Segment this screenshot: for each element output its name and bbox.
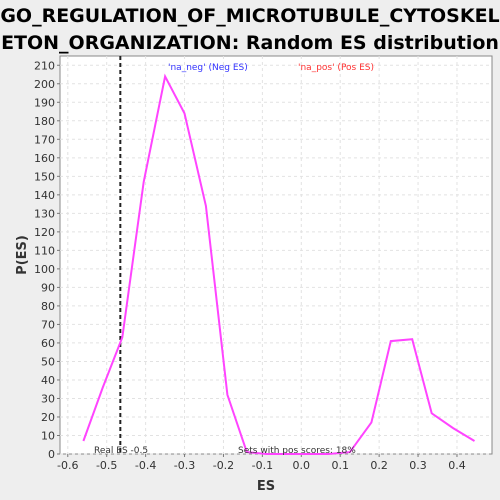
y-tick-label: 170 [34, 133, 55, 146]
distribution-line [82, 73, 476, 455]
x-tick-label: -0.6 [57, 459, 78, 472]
real-es-annotation: Real ES -0.5 [94, 446, 148, 456]
y-tick-label: 110 [34, 244, 55, 257]
x-axis-label: ES [257, 479, 275, 494]
y-tick-label: 40 [41, 374, 55, 387]
plot-area [59, 55, 493, 455]
pos-scores-annotation: Sets with pos scores: 18% [238, 446, 356, 456]
y-tick-label: 150 [34, 170, 55, 183]
y-tick-label: 60 [41, 337, 55, 350]
x-tick-label: -0.2 [213, 459, 234, 472]
y-tick-label: 90 [41, 281, 55, 294]
x-tick-label: -0.3 [174, 459, 195, 472]
y-tick-label: 50 [41, 355, 55, 368]
y-tick-label: 100 [34, 263, 55, 276]
x-tick-label: -0.4 [135, 459, 156, 472]
x-tick-label: -0.1 [252, 459, 273, 472]
x-axis: -0.6 -0.5 -0.4 -0.3 -0.2 -0.1 0.0 0.1 0.2 0.3 0.4 [57, 454, 466, 472]
x-tick-label: 0.1 [331, 459, 349, 472]
y-tick-label: 80 [41, 300, 55, 313]
y-tick-label: 200 [34, 78, 55, 91]
x-tick-label: 0.4 [448, 459, 466, 472]
chart-title-line-1: GO_REGULATION_OF_MICROTUBULE_CYTOSKEL [0, 5, 500, 27]
x-tick-label: -0.5 [96, 459, 117, 472]
legend-neg-es: 'na_neg' (Neg ES) [168, 63, 248, 73]
y-tick-label: 70 [41, 318, 55, 331]
y-tick-label: 210 [34, 59, 55, 72]
x-tick-label: 0.0 [293, 459, 311, 472]
y-tick-label: 20 [41, 411, 55, 424]
y-tick-label: 160 [34, 152, 55, 165]
grid [60, 56, 492, 455]
chart-title-line-2: ETON_ORGANIZATION: Random ES distributio… [1, 32, 499, 54]
y-tick-label: 0 [48, 448, 55, 461]
chart-title: GO_REGULATION_OF_MICROTUBULE_CYTOSKEL ET… [0, 3, 500, 57]
x-tick-label: 0.3 [409, 459, 427, 472]
x-tick-label: 0.2 [370, 459, 388, 472]
y-tick-label: 10 [41, 429, 55, 442]
y-tick-label: 130 [34, 207, 55, 220]
y-tick-label: 120 [34, 226, 55, 239]
y-tick-label: 180 [34, 115, 55, 128]
y-axis: 0 10 20 30 40 50 60 70 80 90 100 110 120 130 140 150 160… [34, 59, 60, 461]
y-axis-label: P(ES) [15, 235, 30, 275]
y-tick-label: 140 [34, 189, 55, 202]
legend-pos-es: 'na_pos' (Pos ES) [298, 63, 374, 73]
y-tick-label: 30 [41, 392, 55, 405]
y-tick-label: 190 [34, 96, 55, 109]
